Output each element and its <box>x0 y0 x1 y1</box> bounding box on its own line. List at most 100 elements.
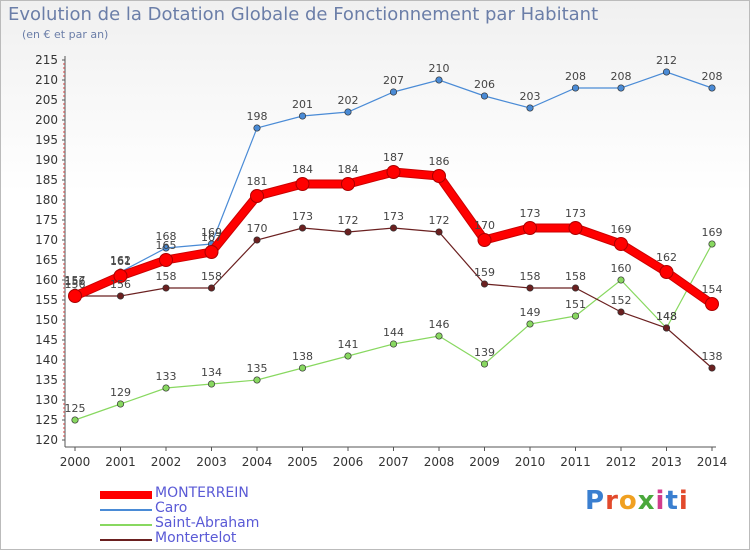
y-tick-label: 185 <box>35 173 58 187</box>
data-point <box>662 324 671 332</box>
y-tick-label: 210 <box>35 73 58 87</box>
chart-subtitle: (en € et par an) <box>22 28 109 41</box>
data-point <box>253 124 261 132</box>
data-label: 158 <box>520 270 541 283</box>
data-label: 208 <box>611 70 632 83</box>
data-point <box>116 400 125 408</box>
data-point <box>68 289 82 303</box>
y-tick-label: 120 <box>35 433 58 447</box>
data-point <box>526 320 534 328</box>
data-point <box>162 244 170 252</box>
data-point <box>523 221 537 235</box>
data-label: 158 <box>565 270 586 283</box>
data-label: 125 <box>65 402 86 415</box>
y-tick-label: 150 <box>35 313 58 327</box>
x-tick-label: 2010 <box>515 455 546 469</box>
series-saint-abraham <box>71 240 716 424</box>
y-tick-label: 125 <box>35 413 58 427</box>
data-label: 184 <box>338 163 359 176</box>
data-label: 138 <box>702 350 723 363</box>
legend-label: Saint-Abraham <box>155 515 260 531</box>
data-label: 151 <box>565 298 586 311</box>
x-tick-label: 2008 <box>424 455 455 469</box>
data-label: 152 <box>611 294 632 307</box>
data-point <box>571 84 580 92</box>
legend-swatch <box>100 491 152 499</box>
data-point <box>568 221 583 235</box>
data-label: 133 <box>156 370 177 383</box>
data-label: 170 <box>247 222 268 235</box>
data-point <box>386 165 401 179</box>
data-label: 207 <box>383 74 404 87</box>
data-point <box>480 92 489 100</box>
x-tick-label: 2000 <box>60 455 91 469</box>
data-label: 156 <box>65 278 86 291</box>
x-tick-label: 2003 <box>196 455 227 469</box>
data-point <box>708 364 716 372</box>
data-point <box>571 284 580 292</box>
logo-text: Proxiti <box>585 486 689 516</box>
data-label: 129 <box>110 386 131 399</box>
data-point <box>480 280 489 288</box>
y-tick-label: 190 <box>35 153 58 167</box>
data-label: 172 <box>338 214 359 227</box>
data-point <box>477 233 492 247</box>
data-label: 210 <box>429 62 450 75</box>
data-point <box>162 384 170 392</box>
data-label: 173 <box>383 210 404 223</box>
data-label: 202 <box>338 94 359 107</box>
data-label: 139 <box>474 346 495 359</box>
data-label: 169 <box>201 226 222 239</box>
data-point <box>389 88 398 96</box>
y-tick-label: 205 <box>35 93 58 107</box>
data-label: 184 <box>292 163 313 176</box>
y-tick-label: 195 <box>35 133 58 147</box>
data-label: 161 <box>110 255 131 268</box>
data-point <box>480 360 489 368</box>
data-label: 169 <box>611 223 632 236</box>
data-label: 165 <box>156 239 177 252</box>
y-tick-label: 140 <box>35 353 58 367</box>
data-label: 134 <box>201 366 222 379</box>
data-label: 173 <box>565 207 586 220</box>
data-point <box>617 276 625 284</box>
data-point <box>295 177 310 191</box>
data-label: 162 <box>656 251 677 264</box>
x-tick-label: 2006 <box>333 455 364 469</box>
data-label: 173 <box>292 210 313 223</box>
data-label: 187 <box>383 151 404 164</box>
data-point <box>116 292 125 300</box>
data-point <box>659 265 674 279</box>
data-point <box>253 236 261 244</box>
data-point <box>298 224 307 232</box>
data-point <box>71 416 79 424</box>
proxiti-logo: Proxiti <box>585 486 689 516</box>
x-tick-label: 2007 <box>378 455 409 469</box>
data-point <box>435 228 443 236</box>
data-point <box>207 380 216 388</box>
legend-swatch <box>100 509 152 511</box>
data-label: 212 <box>656 54 677 67</box>
chart-axes: 120 125 130 135 140 145 150 155 160 165 170 175 180 1… <box>35 53 727 469</box>
data-label: 141 <box>338 338 359 351</box>
legend-label: Caro <box>155 500 188 516</box>
y-tick-label: 145 <box>35 333 58 347</box>
data-point <box>344 108 352 116</box>
data-point <box>253 376 261 384</box>
data-label: 162 <box>110 254 131 267</box>
legend-swatch <box>100 524 152 526</box>
data-label: 206 <box>474 78 495 91</box>
y-tick-label: 200 <box>35 113 58 127</box>
data-label: 149 <box>520 306 541 319</box>
legend-label: MONTERREIN <box>155 485 249 501</box>
y-tick-label: 165 <box>35 253 58 267</box>
legend-swatch <box>100 539 152 541</box>
data-label: 157 <box>65 274 86 287</box>
y-tick-label: 170 <box>35 233 58 247</box>
data-point <box>298 112 307 120</box>
y-tick-label: 155 <box>35 293 58 307</box>
data-label: 148 <box>656 310 677 323</box>
series-layer <box>68 68 719 424</box>
data-label: 146 <box>429 318 450 331</box>
